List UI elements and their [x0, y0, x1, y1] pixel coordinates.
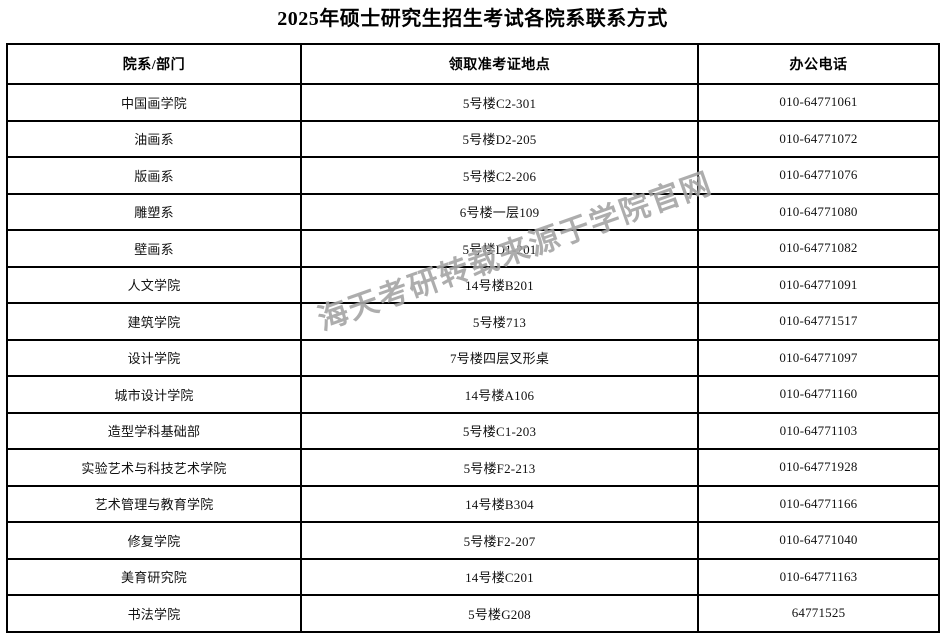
- cell-pickup-location: 5号楼F2-207: [300, 521, 699, 560]
- cell-department: 城市设计学院: [6, 375, 302, 414]
- cell-department: 版画系: [6, 156, 302, 195]
- cell-department: 壁画系: [6, 229, 302, 268]
- cell-office-phone: 010-64771103: [697, 411, 940, 450]
- cell-pickup-location: 5号楼713: [300, 302, 699, 341]
- column-header-pickup-location: 领取准考证地点: [300, 43, 699, 85]
- table-row: 设计学院 7号楼四层叉形桌 010-64771097: [6, 338, 940, 377]
- table-row: 修复学院 5号楼F2-207 010-64771040: [6, 521, 940, 560]
- cell-department: 美育研究院: [6, 557, 302, 596]
- page-title: 2025年硕士研究生招生考试各院系联系方式: [277, 8, 668, 30]
- cell-pickup-location: 5号楼G208: [300, 594, 699, 633]
- table-row: 书法学院 5号楼G208 64771525: [6, 594, 940, 633]
- cell-office-phone: 010-64771061: [697, 83, 940, 122]
- table-header: 院系/部门 领取准考证地点 办公电话: [6, 43, 940, 85]
- cell-department: 艺术管理与教育学院: [6, 484, 302, 523]
- table-header-row: 院系/部门 领取准考证地点 办公电话: [6, 43, 940, 85]
- table-body: 中国画学院 5号楼C2-301 010-64771061 油画系 5号楼D2-205 01…: [6, 83, 940, 633]
- table-row: 美育研究院 14号楼C201 010-64771163: [6, 557, 940, 596]
- cell-office-phone: 010-64771160: [697, 375, 940, 414]
- column-header-office-phone: 办公电话: [697, 43, 940, 85]
- cell-office-phone: 010-64771076: [697, 156, 940, 195]
- table-row: 艺术管理与教育学院 14号楼B304 010-64771166: [6, 484, 940, 523]
- cell-office-phone: 010-64771082: [697, 229, 940, 268]
- cell-office-phone: 010-64771166: [697, 484, 940, 523]
- table-row: 壁画系 5号楼D1-201 010-64771082: [6, 229, 940, 268]
- cell-office-phone: 010-64771517: [697, 302, 940, 341]
- cell-department: 人文学院: [6, 265, 302, 304]
- cell-office-phone: 010-64771080: [697, 192, 940, 231]
- cell-office-phone: 010-64771163: [697, 557, 940, 596]
- table-row: 造型学科基础部 5号楼C1-203 010-64771103: [6, 411, 940, 450]
- cell-pickup-location: 14号楼C201: [300, 557, 699, 596]
- cell-pickup-location: 5号楼D2-205: [300, 119, 699, 158]
- cell-department: 建筑学院: [6, 302, 302, 341]
- cell-office-phone: 010-64771928: [697, 448, 940, 487]
- cell-office-phone: 010-64771091: [697, 265, 940, 304]
- cell-department: 造型学科基础部: [6, 411, 302, 450]
- cell-pickup-location: 6号楼一层109: [300, 192, 699, 231]
- cell-pickup-location: 14号楼A106: [300, 375, 699, 414]
- table-row: 人文学院 14号楼B201 010-64771091: [6, 265, 940, 304]
- cell-office-phone: 010-64771072: [697, 119, 940, 158]
- cell-office-phone: 64771525: [697, 594, 940, 633]
- cell-department: 中国画学院: [6, 83, 302, 122]
- cell-pickup-location: 5号楼C2-301: [300, 83, 699, 122]
- cell-office-phone: 010-64771040: [697, 521, 940, 560]
- cell-office-phone: 010-64771097: [697, 338, 940, 377]
- cell-pickup-location: 5号楼D1-201: [300, 229, 699, 268]
- cell-department: 修复学院: [6, 521, 302, 560]
- column-header-department: 院系/部门: [6, 43, 302, 85]
- cell-pickup-location: 14号楼B201: [300, 265, 699, 304]
- table-row: 油画系 5号楼D2-205 010-64771072: [6, 119, 940, 158]
- table-row: 城市设计学院 14号楼A106 010-64771160: [6, 375, 940, 414]
- cell-department: 实验艺术与科技艺术学院: [6, 448, 302, 487]
- cell-department: 书法学院: [6, 594, 302, 633]
- table-row: 版画系 5号楼C2-206 010-64771076: [6, 156, 940, 195]
- cell-department: 雕塑系: [6, 192, 302, 231]
- cell-department: 油画系: [6, 119, 302, 158]
- table-row: 实验艺术与科技艺术学院 5号楼F2-213 010-64771928: [6, 448, 940, 487]
- contact-table-container: 院系/部门 领取准考证地点 办公电话 中国画学院 5号楼C2-301 010-647…: [6, 43, 940, 633]
- cell-pickup-location: 7号楼四层叉形桌: [300, 338, 699, 377]
- cell-pickup-location: 14号楼B304: [300, 484, 699, 523]
- table-row: 雕塑系 6号楼一层109 010-64771080: [6, 192, 940, 231]
- cell-department: 设计学院: [6, 338, 302, 377]
- cell-pickup-location: 5号楼C1-203: [300, 411, 699, 450]
- contact-table: 院系/部门 领取准考证地点 办公电话 中国画学院 5号楼C2-301 010-647…: [6, 43, 940, 633]
- table-row: 建筑学院 5号楼713 010-64771517: [6, 302, 940, 341]
- cell-pickup-location: 5号楼C2-206: [300, 156, 699, 195]
- cell-pickup-location: 5号楼F2-213: [300, 448, 699, 487]
- table-row: 中国画学院 5号楼C2-301 010-64771061: [6, 83, 940, 122]
